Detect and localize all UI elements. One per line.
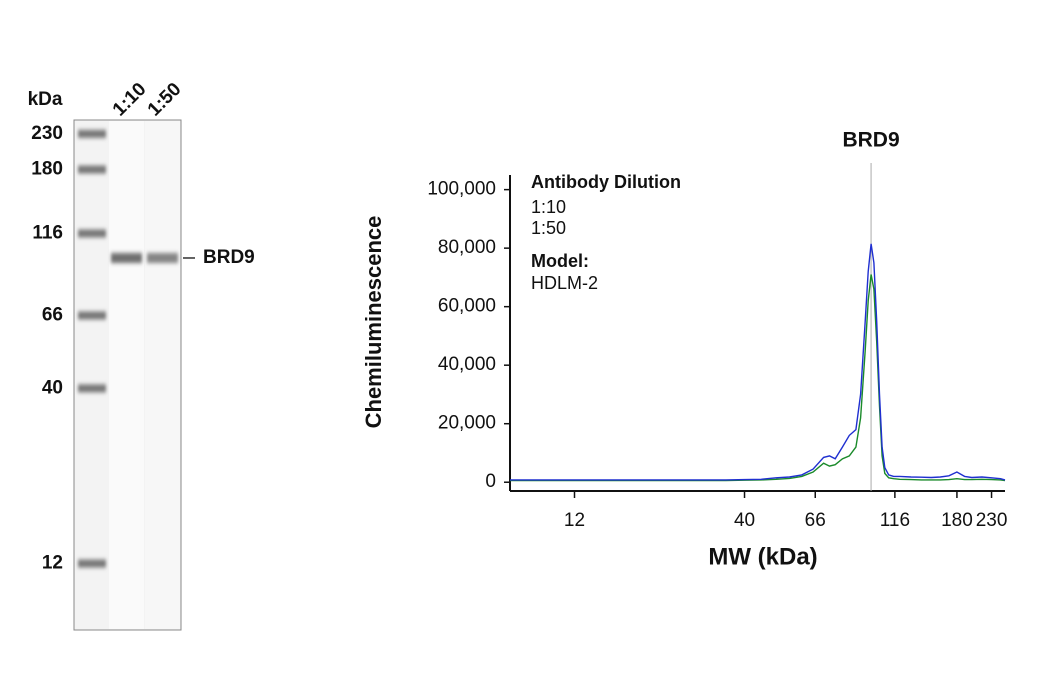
y-tick-label: 0 <box>485 471 496 492</box>
x-tick-label: 230 <box>976 510 1008 531</box>
marker-band <box>78 165 106 174</box>
lane-label: 1:50 <box>144 79 186 121</box>
sample-band <box>111 252 142 263</box>
x-tick-label: 40 <box>734 510 755 531</box>
y-tick-label: 100,000 <box>427 179 496 200</box>
marker-band <box>78 559 106 568</box>
marker-band <box>78 311 106 320</box>
annotation-label: BRD9 <box>842 129 899 152</box>
series-line <box>510 243 1006 481</box>
marker-label: 116 <box>32 222 63 243</box>
band-label: BRD9 <box>203 247 255 268</box>
legend-entry: 1:50 <box>531 218 566 238</box>
series-line <box>510 274 1006 482</box>
marker-band <box>78 129 106 138</box>
y-tick-label: 20,000 <box>438 413 496 434</box>
marker-label: 66 <box>42 305 63 326</box>
marker-label: 180 <box>31 159 63 180</box>
chart: 0 20,000 40,000 60,000 80,000 100,000 12 40 66 11… <box>427 129 1007 531</box>
x-tick-label: 116 <box>880 510 910 531</box>
marker-band <box>78 229 106 238</box>
x-tick-label: 12 <box>564 510 585 531</box>
unit-label: kDa <box>28 89 63 110</box>
y-tick-label: 60,000 <box>438 296 496 317</box>
model-label: Model: <box>531 251 589 271</box>
gel-lane <box>145 121 180 629</box>
model-name: HDLM-2 <box>531 273 598 293</box>
marker-label: 230 <box>31 123 63 144</box>
x-axis-label: MW (kDa) <box>708 543 817 570</box>
lane-label: 1:10 <box>109 79 151 121</box>
marker-band <box>78 384 106 393</box>
legend-title: Antibody Dilution <box>531 172 681 192</box>
y-tick-label: 80,000 <box>438 237 496 258</box>
sample-band <box>147 252 178 263</box>
y-axis-label: Chemiluminescence <box>361 216 386 429</box>
y-tick-label: 40,000 <box>438 354 496 375</box>
legend-entry: 1:10 <box>531 197 566 217</box>
marker-label: 12 <box>42 553 63 574</box>
marker-label: 40 <box>42 377 63 398</box>
x-tick-label: 180 <box>941 510 973 531</box>
gel-lane <box>109 121 144 629</box>
x-tick-label: 66 <box>805 510 826 531</box>
